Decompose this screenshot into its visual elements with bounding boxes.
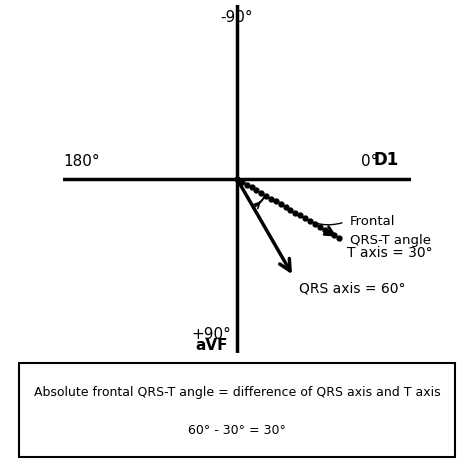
Text: D1: D1	[374, 151, 399, 169]
Text: Absolute frontal QRS-T angle = difference of QRS axis and T axis: Absolute frontal QRS-T angle = differenc…	[34, 386, 440, 399]
Text: 60° - 30° = 30°: 60° - 30° = 30°	[188, 424, 286, 437]
Text: Frontal: Frontal	[350, 215, 395, 228]
Text: 180°: 180°	[63, 154, 100, 169]
Text: aVF: aVF	[195, 338, 228, 353]
Text: QRS-T angle: QRS-T angle	[350, 234, 431, 247]
Text: QRS axis = 60°: QRS axis = 60°	[299, 282, 405, 296]
FancyBboxPatch shape	[19, 363, 455, 457]
Text: 0°: 0°	[361, 154, 378, 169]
FancyArrowPatch shape	[302, 217, 342, 225]
Text: -90°: -90°	[221, 9, 253, 24]
Text: +90°: +90°	[191, 327, 231, 342]
Text: T axis = 30°: T axis = 30°	[347, 246, 433, 260]
